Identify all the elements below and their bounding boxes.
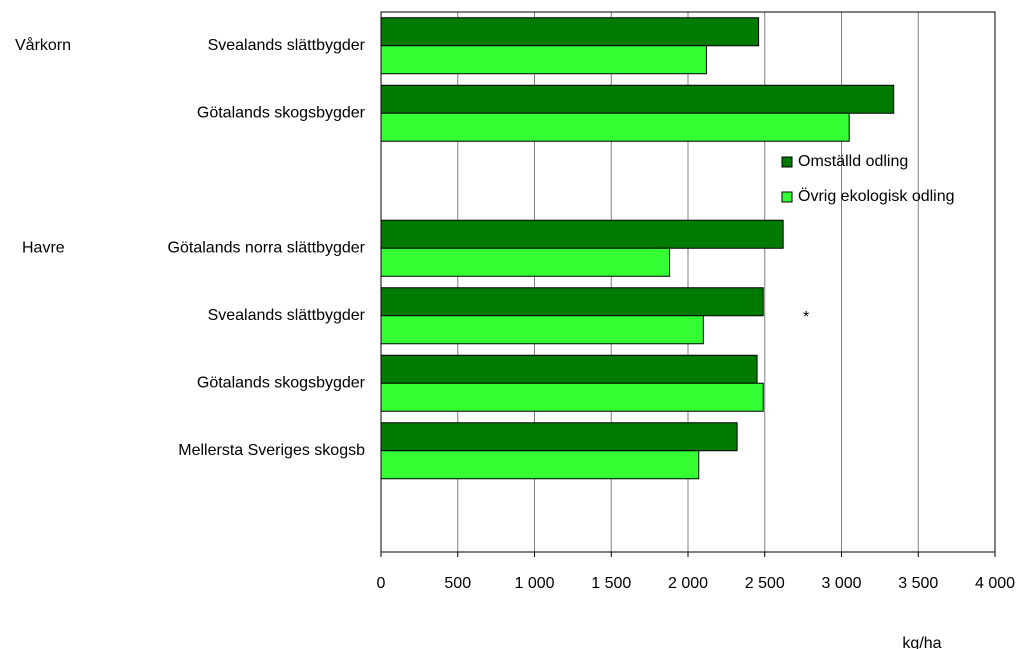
annotation: Vårkorn [15,36,71,54]
bar [380,382,764,412]
x-tick-label: 1 500 [591,575,631,592]
x-tick-label: 0 [377,575,386,592]
bar [380,84,895,114]
x-tick-label: 1 000 [514,575,554,592]
x-tick-label: 2 000 [668,575,708,592]
x-tick-label: 3 000 [821,575,861,592]
bar [380,450,700,480]
y-tick-label: Svealands slättbygder [208,37,366,54]
y-tick-label: Götalands skogsbygder [197,374,366,391]
bar [380,422,738,452]
bar [380,315,704,345]
x-tick-label: 3 500 [898,575,938,592]
legend-swatch [781,191,793,203]
bar [380,354,758,384]
x-tick-label: 500 [444,575,471,592]
y-tick-label: Götalands skogsbygder [197,104,366,121]
bar [380,45,707,75]
plot-frame [380,11,996,553]
y-tick-label: Svealands slättbygder [208,307,366,324]
bar [380,112,850,142]
annotation: Havre [22,239,65,256]
legend-label: Omställd odling [798,153,908,170]
x-axis-label: kg/ha [902,635,941,649]
bar [380,219,784,249]
x-tick-label: 4 000 [975,575,1015,592]
legend-label: Övrig ekologisk odling [798,187,955,205]
legend-swatch [781,156,793,168]
x-tick-label: 2 500 [745,575,785,592]
y-tick-label: Götalands norra slättbygder [168,239,366,256]
bar [380,247,671,277]
bar [380,287,764,317]
annotation: * [803,309,809,326]
y-tick-label: Mellersta Sveriges skogsb [178,442,365,459]
bar [380,17,760,47]
